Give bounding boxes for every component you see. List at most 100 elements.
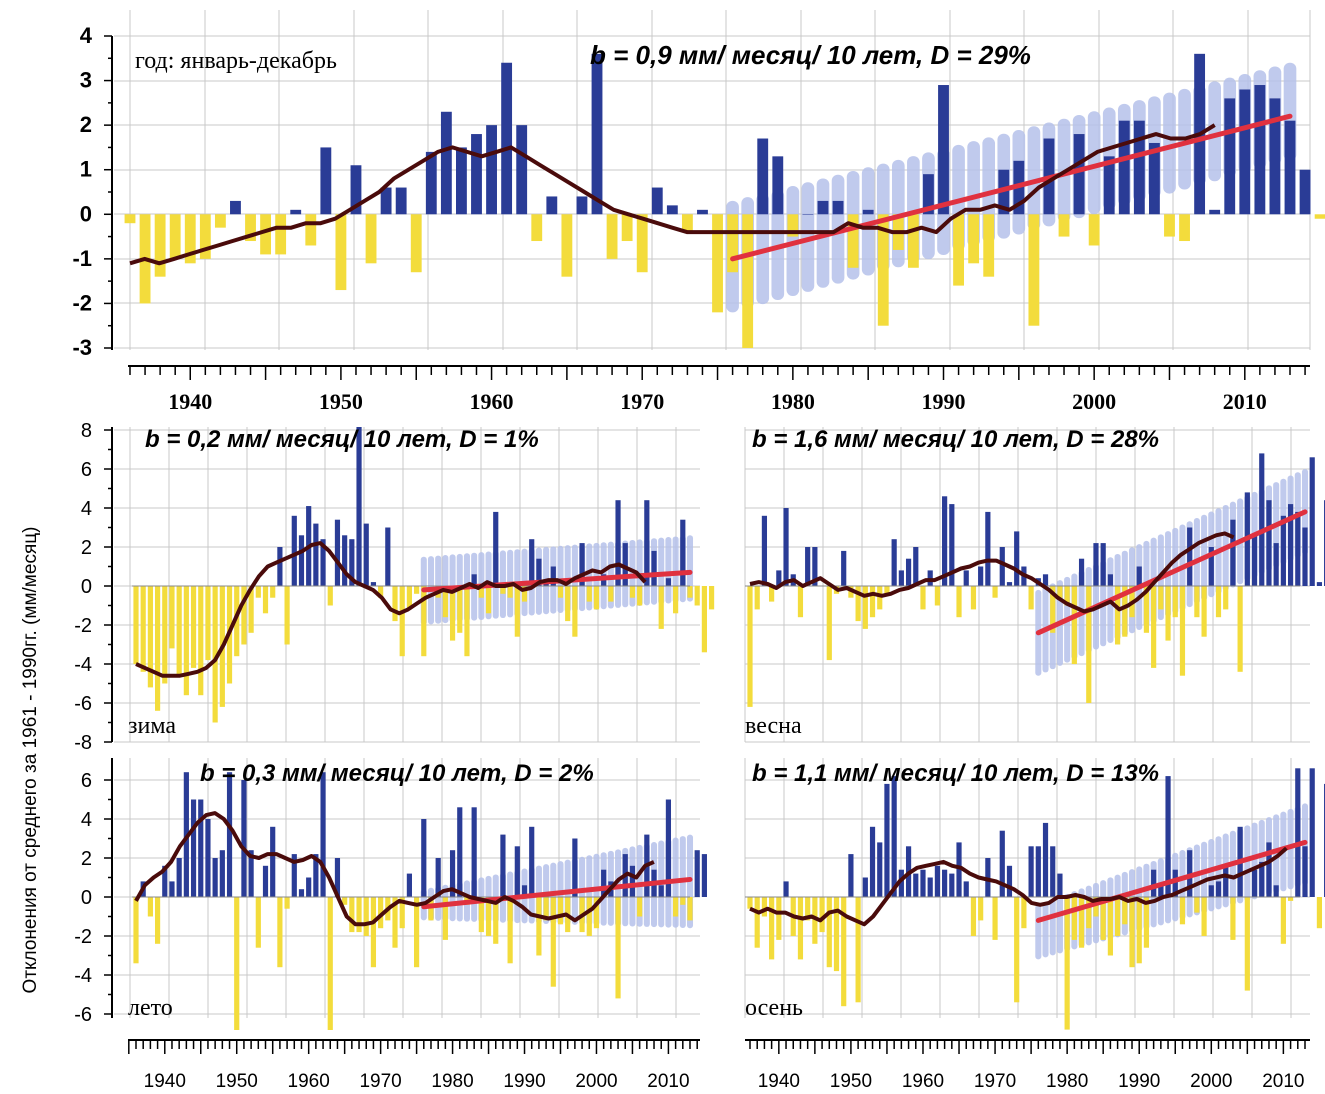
winter-bar bbox=[241, 586, 247, 645]
spring-bar bbox=[1143, 586, 1150, 633]
spring-bar bbox=[826, 586, 832, 661]
autumn-bar bbox=[826, 897, 832, 968]
annual-y-tick-label: -1 bbox=[72, 246, 92, 271]
autumn-bar bbox=[1273, 885, 1279, 897]
autumn-bar bbox=[1107, 897, 1113, 956]
winter-bar bbox=[356, 427, 362, 586]
summer-bar bbox=[557, 897, 564, 925]
spring-bar bbox=[985, 511, 991, 586]
spring-bar bbox=[1215, 586, 1222, 618]
spring-bar bbox=[905, 558, 912, 586]
annual-bar bbox=[1269, 98, 1281, 215]
winter-bar bbox=[169, 586, 175, 649]
annual-bar bbox=[697, 209, 708, 215]
annual-bar bbox=[154, 214, 166, 277]
autumn-band-segment bbox=[1056, 896, 1063, 954]
annual-bar bbox=[651, 187, 663, 215]
annual-bar bbox=[1133, 120, 1145, 215]
autumn-bar bbox=[1266, 842, 1272, 897]
autumn-bar bbox=[1042, 822, 1049, 897]
annual-bar bbox=[380, 187, 392, 215]
summer-bar bbox=[629, 865, 636, 897]
autumn-bar bbox=[1230, 897, 1236, 940]
annual-bar bbox=[1314, 214, 1325, 219]
summer-bar bbox=[593, 897, 600, 929]
annual-bar bbox=[425, 151, 437, 215]
autumn-bar bbox=[1064, 897, 1070, 1030]
winter-bar bbox=[363, 523, 369, 586]
winter-bar bbox=[270, 586, 276, 598]
annual-x-axis: 1940 1950 1960 1970 1980 1990 2000 2010 bbox=[128, 365, 1310, 414]
winter-bar bbox=[378, 586, 384, 598]
autumn-bar bbox=[1280, 897, 1286, 944]
winter-bar bbox=[320, 539, 326, 586]
summer-bar bbox=[694, 850, 700, 897]
summer-bar bbox=[615, 897, 621, 999]
summer-bar bbox=[658, 885, 664, 897]
annual-bar bbox=[305, 214, 317, 246]
annual-bar bbox=[350, 165, 362, 215]
autumn-grid bbox=[744, 758, 1310, 1018]
spring-bar bbox=[1259, 453, 1265, 586]
annual-bar bbox=[1254, 85, 1266, 215]
lower-right-x-tick-label: 2000 bbox=[1190, 1071, 1232, 1092]
winter-bar bbox=[392, 586, 398, 622]
summer-bar bbox=[327, 897, 333, 1030]
summer-bar bbox=[176, 858, 182, 897]
winter-bar bbox=[399, 586, 405, 657]
winter-bar bbox=[205, 586, 211, 661]
annual-bar bbox=[1284, 120, 1296, 215]
summer-bar bbox=[190, 799, 197, 897]
spring-bar bbox=[963, 570, 969, 586]
annual-bar bbox=[923, 174, 934, 215]
winter-bars bbox=[133, 427, 715, 723]
winter-bar bbox=[140, 586, 146, 672]
lower-right-x-tick-label: 1950 bbox=[830, 1071, 872, 1092]
autumn-bar bbox=[776, 897, 782, 940]
summer-bar bbox=[169, 881, 175, 897]
winter-y-tick-label: -4 bbox=[74, 654, 92, 676]
annual-bar bbox=[199, 214, 211, 259]
annual-band-segment bbox=[1163, 92, 1176, 194]
spring-bar bbox=[1064, 586, 1070, 606]
annual-y-tick-label: -2 bbox=[72, 290, 92, 315]
winter-y-tick-label: -2 bbox=[74, 615, 92, 637]
winter-bar bbox=[291, 515, 297, 586]
autumn-bar bbox=[812, 897, 818, 944]
autumn-bar bbox=[970, 897, 977, 936]
autumn-bar bbox=[1071, 897, 1077, 940]
annual-x-tick-label: 2000 bbox=[1072, 389, 1116, 414]
annual-trend-text: b = 0,9 мм/ месяц/ 10 лет, D = 29% bbox=[590, 40, 1031, 70]
summer-bar bbox=[507, 897, 513, 964]
autumn-bar bbox=[1129, 897, 1135, 968]
summer-bar bbox=[270, 826, 276, 897]
annual-y-tick-label: 0 bbox=[80, 201, 92, 226]
summer-trend-line bbox=[421, 876, 693, 910]
spring-bar bbox=[1187, 527, 1193, 586]
annual-bar bbox=[1103, 156, 1115, 215]
summer-bar bbox=[701, 854, 707, 897]
lower-right-x-axis: 1940 1950 1960 1970 1980 1990 2000 2010 bbox=[745, 1039, 1310, 1092]
annual-bar bbox=[983, 214, 995, 277]
spring-bar bbox=[1122, 586, 1128, 637]
autumn-band-segment bbox=[1208, 839, 1215, 912]
spring-bar bbox=[1115, 586, 1121, 645]
summer-bar bbox=[378, 897, 384, 929]
winter-bar bbox=[464, 586, 470, 657]
winter-bar bbox=[133, 586, 139, 664]
summer-bar bbox=[212, 858, 218, 897]
winter-bar bbox=[248, 586, 254, 633]
autumn-bar bbox=[1151, 869, 1157, 897]
spring-trend-line bbox=[1035, 509, 1308, 636]
spring-bar bbox=[1107, 574, 1113, 586]
winter-trend-text: b = 0,2 мм/ месяц/ 10 лет, D = 1% bbox=[145, 426, 539, 453]
autumn-bar bbox=[783, 881, 789, 897]
summer-bar bbox=[442, 897, 448, 940]
lower-left-x-tick-label: 1970 bbox=[359, 1071, 401, 1092]
annual-bar bbox=[802, 214, 814, 215]
autumn-bars bbox=[747, 768, 1325, 1030]
winter-bar bbox=[550, 566, 556, 586]
summer-bar bbox=[471, 807, 477, 897]
autumn-bar bbox=[1093, 897, 1099, 917]
autumn-bar bbox=[1223, 865, 1229, 897]
